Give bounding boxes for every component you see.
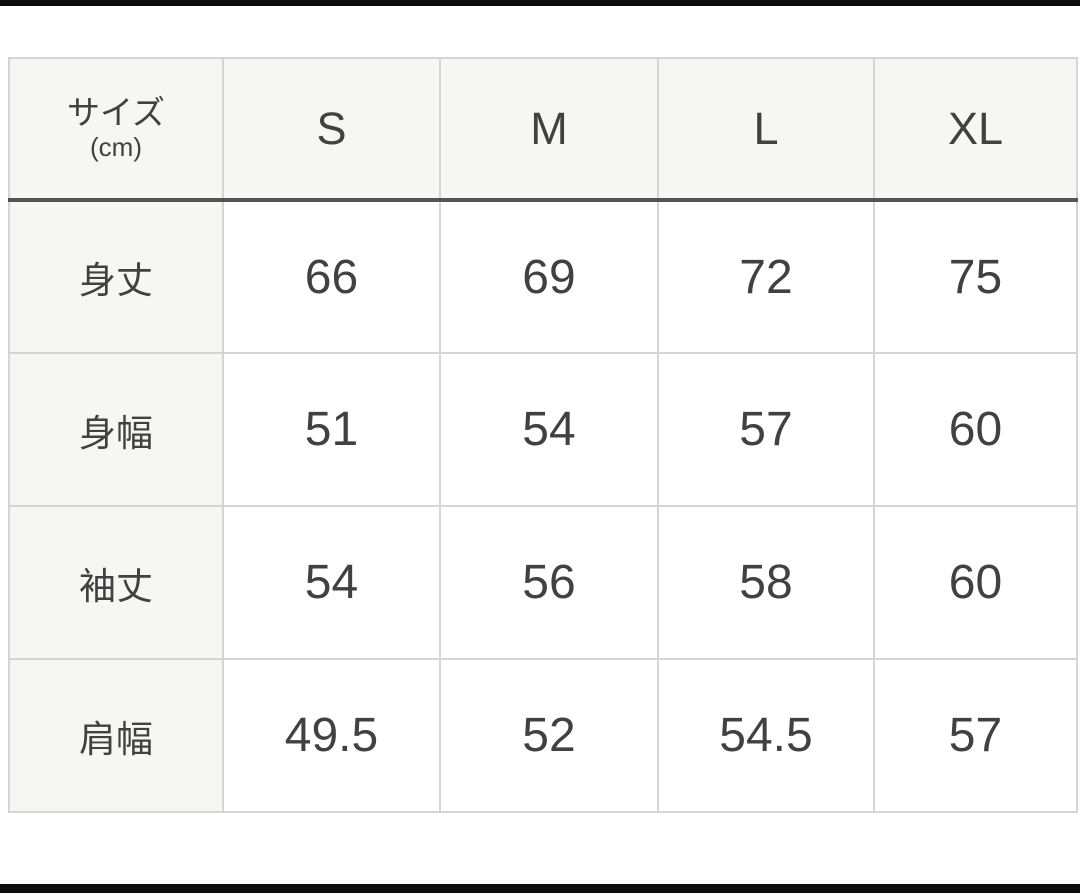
value-cell: 72 [657, 199, 875, 354]
row-label-shoulder-width: 肩幅 [8, 658, 224, 813]
row-label-sleeve-length: 袖丈 [8, 505, 224, 660]
size-chart-table: サイズ (cm) S M L XL 身丈 66 69 72 75 身幅 51 5… [8, 57, 1078, 813]
value-cell: 52 [439, 658, 659, 813]
table-row-sleeve-length: 袖丈 54 56 58 60 [8, 505, 1078, 660]
size-chart-header-row: サイズ (cm) S M L XL [8, 57, 1078, 202]
value-cell: 57 [657, 352, 875, 507]
value-cell: 51 [222, 352, 441, 507]
size-unit-corner-cell: サイズ (cm) [8, 57, 224, 202]
table-row-shoulder-width: 肩幅 49.5 52 54.5 57 [8, 658, 1078, 813]
top-letterbox-bar [0, 0, 1080, 6]
value-cell: 54 [222, 505, 441, 660]
value-cell: 54.5 [657, 658, 875, 813]
value-cell: 56 [439, 505, 659, 660]
value-cell: 60 [873, 505, 1078, 660]
row-label-body-width: 身幅 [8, 352, 224, 507]
value-cell: 49.5 [222, 658, 441, 813]
column-header-l: L [657, 57, 875, 202]
value-cell: 54 [439, 352, 659, 507]
value-cell: 57 [873, 658, 1078, 813]
table-row-body-length: 身丈 66 69 72 75 [8, 199, 1078, 354]
row-label-body-length: 身丈 [8, 199, 224, 354]
column-header-xl: XL [873, 57, 1078, 202]
value-cell: 75 [873, 199, 1078, 354]
value-cell: 58 [657, 505, 875, 660]
unit-label: (cm) [90, 131, 142, 162]
column-header-s: S [222, 57, 441, 202]
value-cell: 69 [439, 199, 659, 354]
value-cell: 66 [222, 199, 441, 354]
size-label: サイズ [66, 93, 165, 131]
column-header-m: M [439, 57, 659, 202]
value-cell: 60 [873, 352, 1078, 507]
table-row-body-width: 身幅 51 54 57 60 [8, 352, 1078, 507]
bottom-letterbox-bar [0, 884, 1080, 893]
